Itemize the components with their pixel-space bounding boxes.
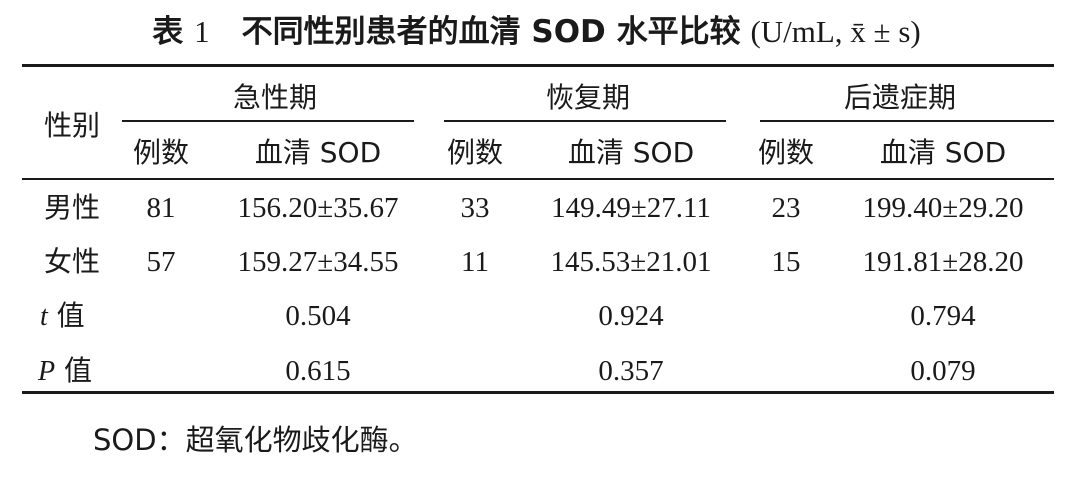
table-top-rule (22, 64, 1054, 67)
cell-female-sod-acute: 159.27±34.55 (237, 246, 399, 278)
cell-t-acute: 0.504 (285, 300, 351, 332)
cell-male-count-recovery: 33 (460, 192, 490, 224)
table-footnote: SOD：超氧化物歧化酶。 (93, 423, 418, 457)
group-rule-acute (122, 120, 414, 122)
row-header-sex: 性别 (43, 109, 101, 142)
table-header-rule (22, 178, 1054, 180)
cell-male-sod-recovery: 149.49±27.11 (551, 192, 711, 224)
cell-female-count-sequela: 15 (771, 246, 801, 278)
caption-title: 不同性别患者的血清 SOD 水平比较 (241, 14, 741, 50)
row-label-female: 女性 (43, 245, 101, 278)
row-label-p-value: P 值 (38, 354, 93, 387)
subheader-sod-sequela: 血清 SOD (879, 136, 1007, 169)
caption-unit: (U/mL, x̄ ± s) (750, 14, 921, 49)
cell-female-sod-recovery: 145.53±21.01 (550, 246, 712, 278)
subheader-sod-recovery: 血清 SOD (567, 136, 695, 169)
row-label-male: 男性 (43, 191, 101, 224)
cell-male-sod-sequela: 199.40±29.20 (862, 192, 1024, 224)
subheader-count-recovery: 例数 (446, 136, 504, 169)
cell-t-sequela: 0.794 (910, 300, 976, 332)
subheader-sod-acute: 血清 SOD (254, 136, 382, 169)
table-caption: 表 1 不同性别患者的血清 SOD 水平比较 (U/mL, x̄ ± s) (0, 12, 1073, 52)
cell-female-count-acute: 57 (146, 246, 176, 278)
cell-male-count-acute: 81 (146, 192, 176, 224)
cell-female-sod-sequela: 191.81±28.20 (862, 246, 1024, 278)
cell-female-count-recovery: 11 (461, 246, 489, 278)
cell-male-sod-acute: 156.20±35.67 (237, 192, 399, 224)
row-label-t-value: t 值 (40, 299, 85, 332)
group-header-recovery: 恢复期 (545, 81, 631, 114)
cell-p-recovery: 0.357 (598, 355, 664, 387)
cell-t-recovery: 0.924 (598, 300, 664, 332)
subheader-count-acute: 例数 (132, 136, 190, 169)
cell-p-acute: 0.615 (285, 355, 351, 387)
cell-p-sequela: 0.079 (910, 355, 976, 387)
caption-label: 表 1 (152, 14, 210, 50)
cell-male-count-sequela: 23 (771, 192, 801, 224)
group-header-sequela: 后遗症期 (843, 81, 957, 114)
table-bottom-rule (22, 391, 1054, 394)
group-rule-recovery (444, 120, 726, 122)
subheader-count-sequela: 例数 (757, 136, 815, 169)
group-header-acute: 急性期 (232, 81, 318, 114)
group-rule-sequela (760, 120, 1054, 122)
